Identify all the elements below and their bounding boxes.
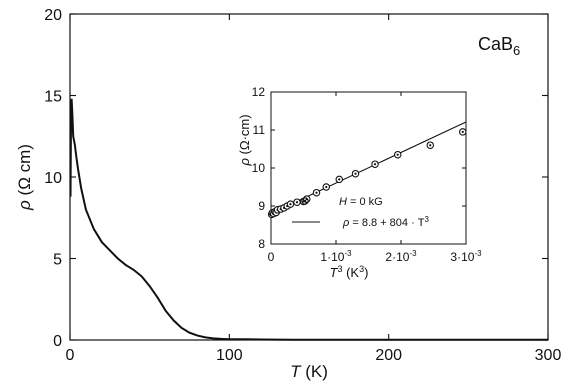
main-y-axis-label: ρ (Ω cm) [15, 144, 34, 211]
inset-data-point [393, 150, 402, 159]
main-series-line [69, 98, 548, 341]
inset-y-axis-label: ρ (Ω·cm) [237, 114, 252, 166]
inset-y-tick-label: 9 [258, 199, 265, 213]
inset-x-tick-label: 0 [268, 250, 275, 264]
main-x-tick-label: 0 [66, 347, 75, 364]
main-x-tick-label: 300 [535, 347, 562, 364]
main-y-tick-label: 20 [44, 7, 62, 24]
main-annotation: CaB6 [478, 34, 520, 58]
inset-legend: H = 0 kG ρ = 8.8 + 804 · T3 [292, 196, 430, 229]
inset-data-point [426, 141, 434, 149]
inset-data-point [458, 128, 467, 136]
inset-data-points [267, 128, 467, 219]
main-y-tick-label: 5 [53, 252, 62, 269]
inset-data-point [312, 188, 321, 197]
main-y-tick-label: 15 [44, 89, 62, 106]
inset-y-tick-label: 10 [252, 161, 266, 175]
inset-x-axis-label: T3 (K3) [330, 264, 369, 280]
inset-data-point [286, 200, 295, 208]
legend-marker-dot-icon [303, 199, 307, 203]
inset-tick-marks [270, 91, 467, 245]
inset-x-tick-label: 1·10-3 [320, 249, 352, 264]
inset-data-point [351, 169, 360, 178]
inset-tick-labels: 0 1·10-3 2·10-3 3·10-3 8 9 10 11 12 [252, 85, 482, 264]
inset-x-tick-label: 3·10-3 [450, 249, 482, 264]
inset-chart: 0 1·10-3 2·10-3 3·10-3 8 9 10 11 12 T3 (K3) ρ (Ω… [237, 85, 482, 280]
inset-y-tick-label: 12 [252, 85, 266, 99]
main-x-tick-label: 200 [375, 347, 402, 364]
inset-y-tick-label: 8 [258, 237, 265, 251]
legend-marker-icon [301, 197, 309, 205]
legend-series-label: H = 0 kG [339, 196, 383, 208]
inset-data-point [322, 183, 330, 191]
main-y-tick-label: 10 [44, 170, 62, 187]
inset-y-tick-label: 11 [253, 123, 266, 137]
inset-x-tick-label: 2·10-3 [385, 249, 417, 264]
main-y-tick-label: 0 [53, 333, 62, 350]
inset-data-point [371, 160, 379, 168]
inset-data-point [293, 198, 301, 206]
main-x-axis-label: T (K) [290, 362, 328, 381]
legend-fit-label: ρ = 8.8 + 804 · T3 [342, 215, 430, 229]
inset-data-point [335, 175, 343, 184]
main-x-tick-label: 100 [216, 347, 243, 364]
